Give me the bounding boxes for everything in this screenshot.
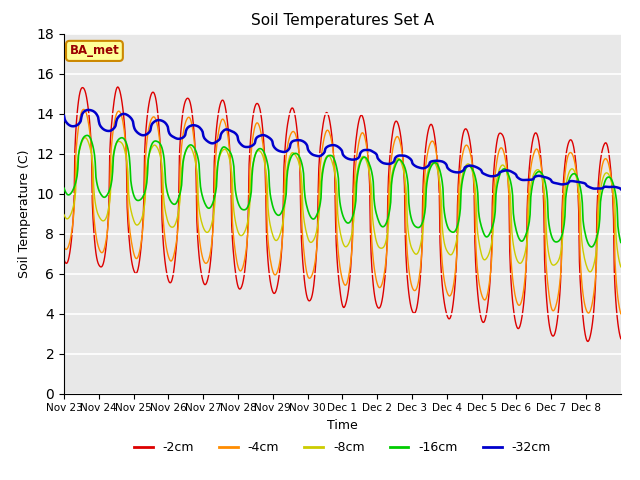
Text: BA_met: BA_met	[70, 44, 119, 58]
Title: Soil Temperatures Set A: Soil Temperatures Set A	[251, 13, 434, 28]
Y-axis label: Soil Temperature (C): Soil Temperature (C)	[18, 149, 31, 278]
Legend: -2cm, -4cm, -8cm, -16cm, -32cm: -2cm, -4cm, -8cm, -16cm, -32cm	[129, 436, 556, 459]
X-axis label: Time: Time	[327, 419, 358, 432]
